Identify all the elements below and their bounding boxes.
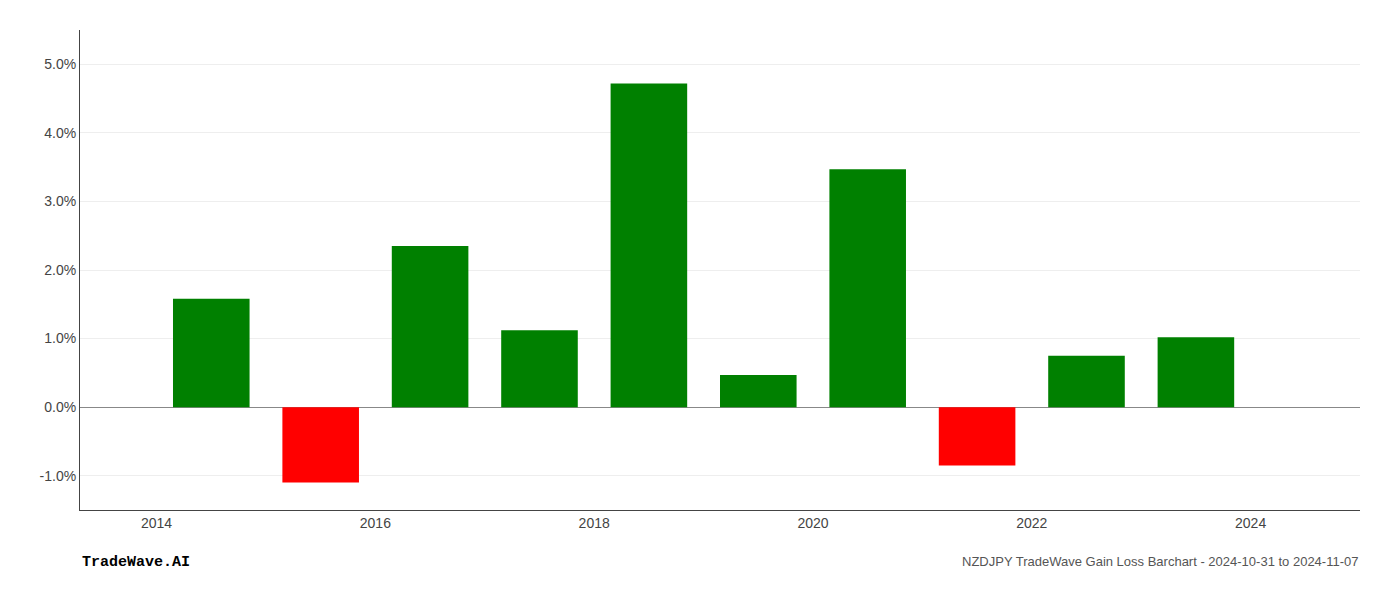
svg-text:2022: 2022 — [1016, 515, 1047, 531]
svg-text:2018: 2018 — [579, 515, 610, 531]
svg-text:2020: 2020 — [797, 515, 828, 531]
svg-text:0.0%: 0.0% — [44, 399, 76, 415]
svg-text:2014: 2014 — [141, 515, 172, 531]
svg-text:4.0%: 4.0% — [44, 125, 76, 141]
svg-text:1.0%: 1.0% — [44, 330, 76, 346]
svg-text:NZDJPY TradeWave Gain Loss Bar: NZDJPY TradeWave Gain Loss Barchart - 20… — [962, 554, 1358, 569]
svg-text:2024: 2024 — [1235, 515, 1266, 531]
svg-text:5.0%: 5.0% — [44, 56, 76, 72]
svg-text:2016: 2016 — [360, 515, 391, 531]
svg-text:2.0%: 2.0% — [44, 262, 76, 278]
svg-text:3.0%: 3.0% — [44, 193, 76, 209]
svg-text:TradeWave.AI: TradeWave.AI — [82, 554, 190, 571]
svg-text:-1.0%: -1.0% — [40, 468, 77, 484]
